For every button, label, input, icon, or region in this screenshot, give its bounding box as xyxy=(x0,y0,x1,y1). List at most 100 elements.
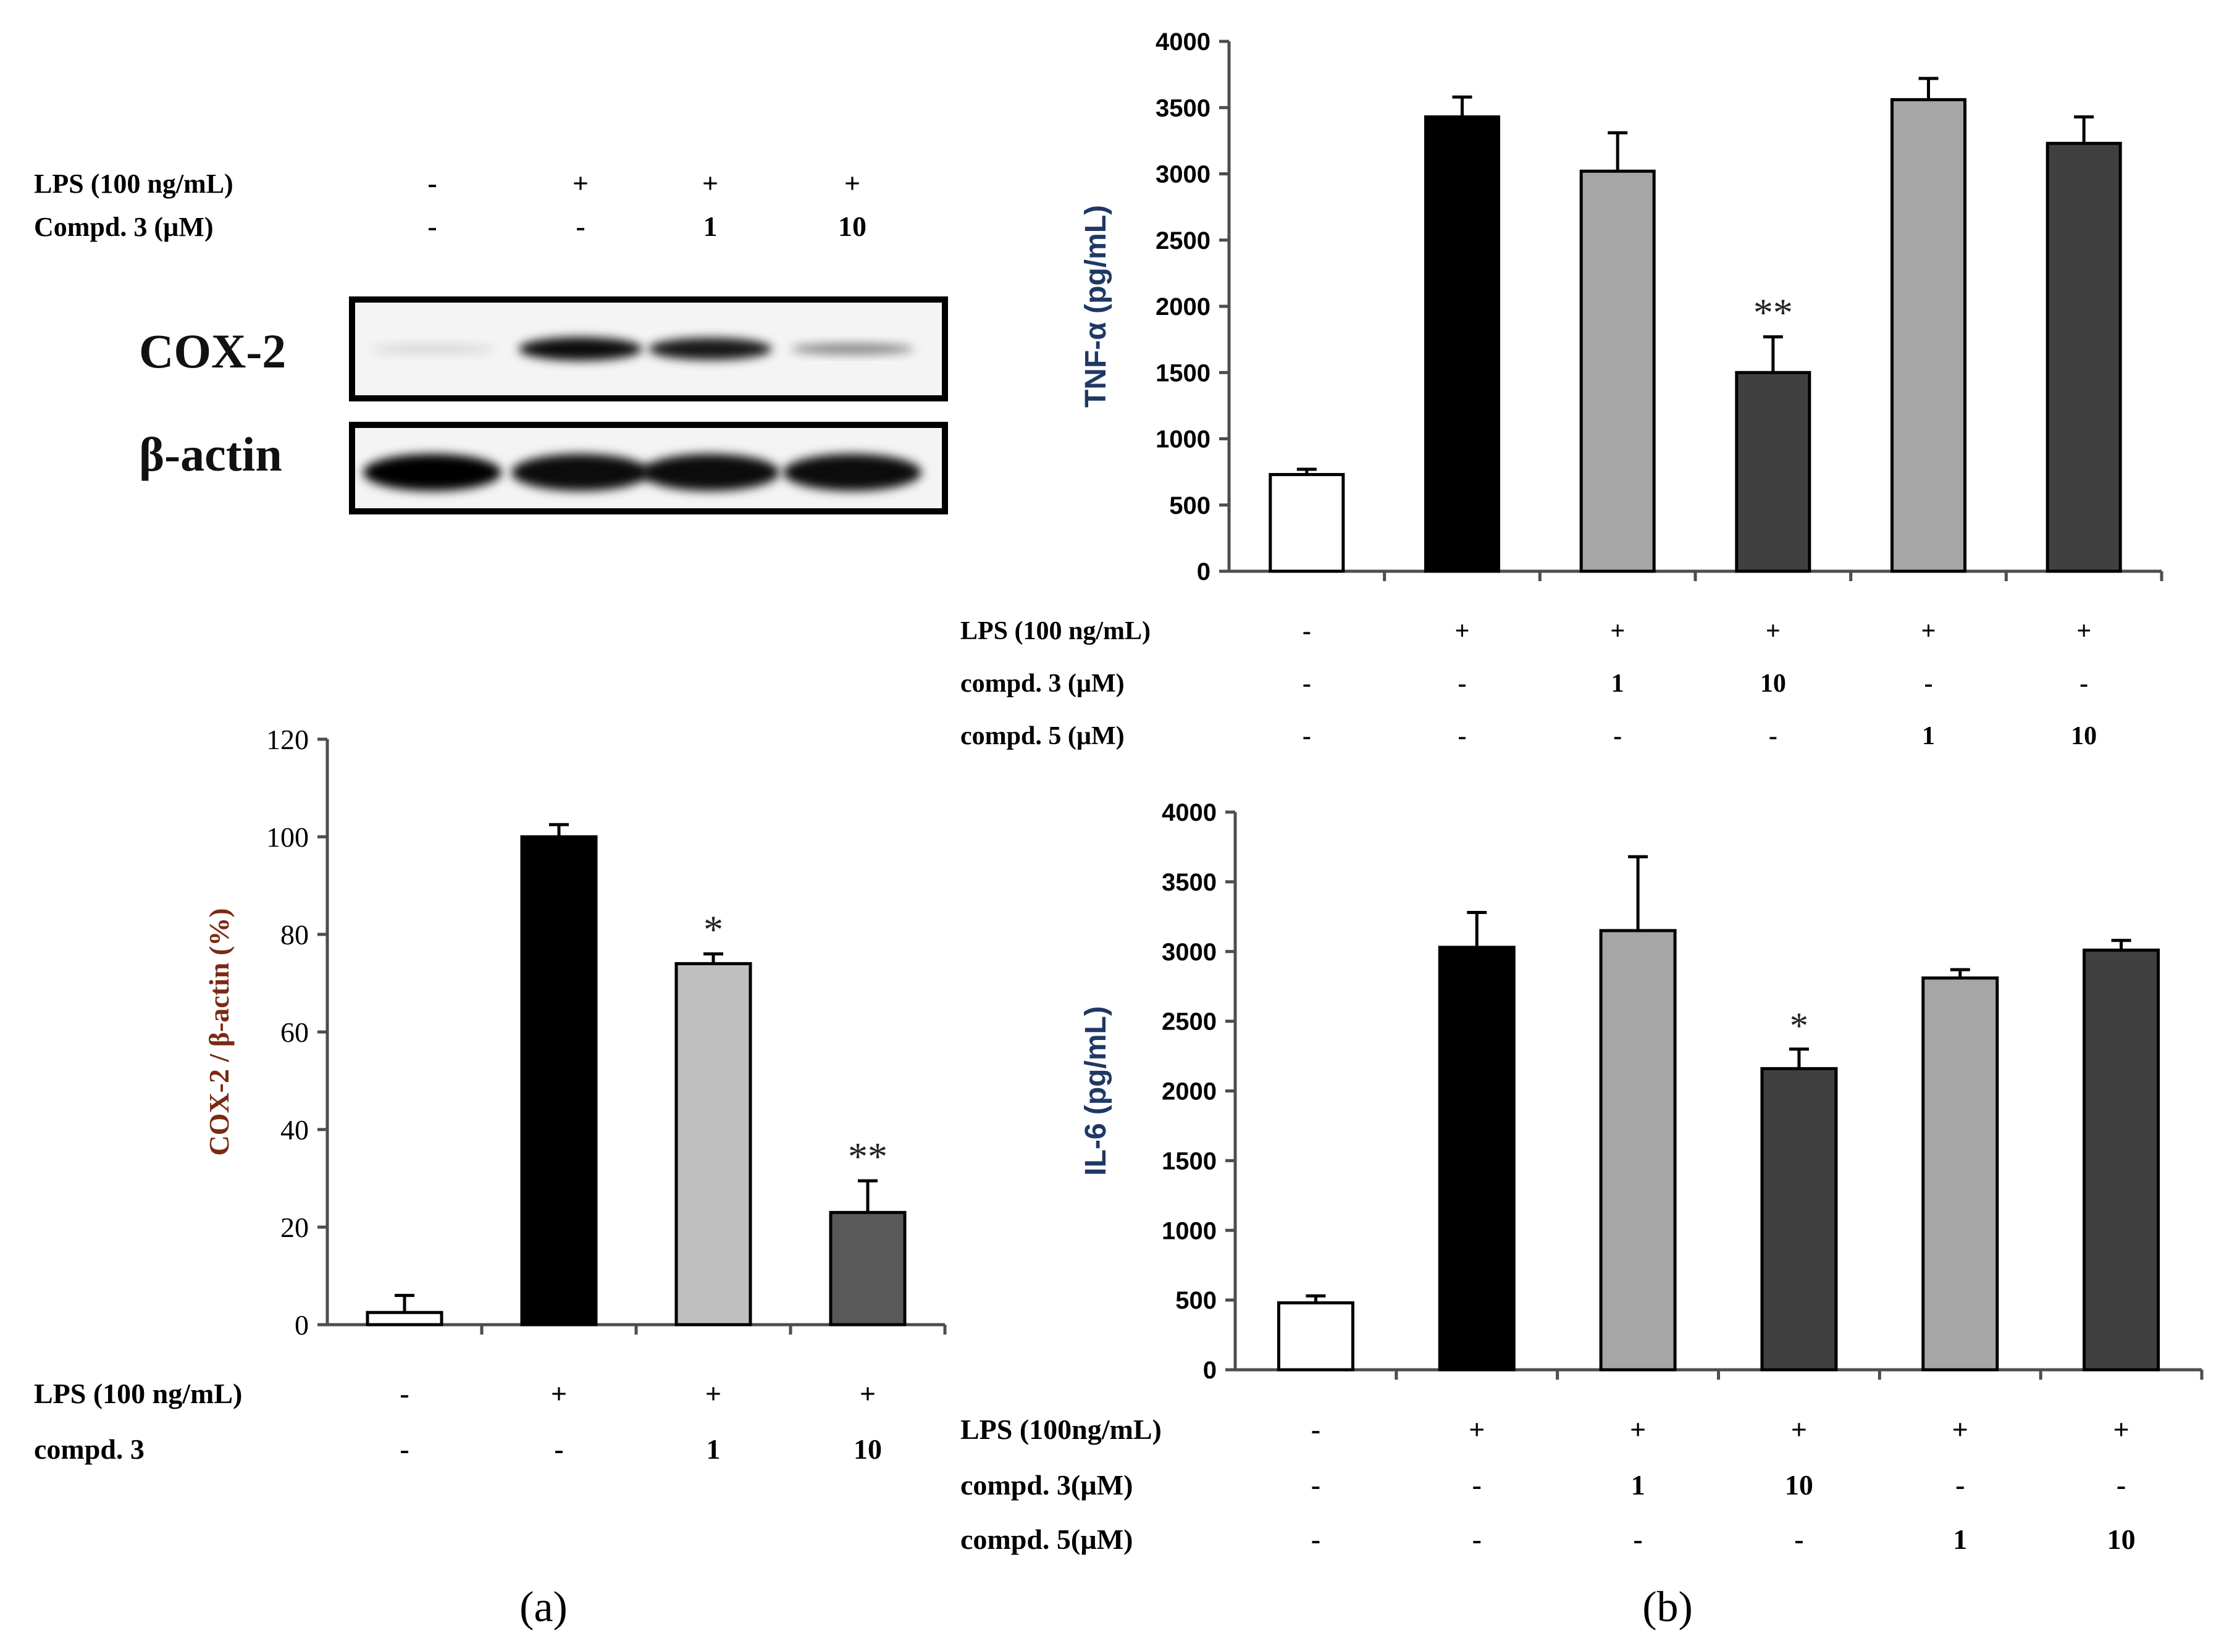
bar xyxy=(1269,472,1345,573)
bar xyxy=(1277,1301,1354,1372)
condition-value: - xyxy=(1303,722,1311,750)
y-tick-label: 1500 xyxy=(1162,1147,1217,1175)
condition-value: + xyxy=(1630,1414,1646,1445)
y-tick-label: 4000 xyxy=(1156,28,1211,56)
condition-value: 1 xyxy=(707,1433,721,1465)
condition-value: - xyxy=(1458,722,1467,750)
actin-band xyxy=(641,454,779,491)
condition-value: - xyxy=(2079,669,2088,698)
conditions-a: LPS (100 ng/mL) - + + + compd. 3 - - 1 10 xyxy=(34,1378,882,1465)
y-tick-label: 120 xyxy=(266,724,309,755)
y-tick-label: 3000 xyxy=(1156,161,1211,188)
condition-value: 10 xyxy=(1760,669,1786,698)
condition-value: - xyxy=(1769,722,1777,750)
y-tick-label: 1000 xyxy=(1162,1217,1217,1244)
actin-band xyxy=(511,454,650,491)
condition-label: LPS (100 ng/mL) xyxy=(34,1378,242,1409)
condition-value: - xyxy=(2117,1469,2126,1501)
bar xyxy=(1890,98,1966,573)
condition-value: + xyxy=(1766,617,1781,645)
bar xyxy=(829,1210,907,1327)
bar xyxy=(2046,141,2122,573)
bar xyxy=(674,962,752,1327)
blot-header-value: - xyxy=(427,211,437,242)
y-tick-label: 60 xyxy=(280,1017,309,1048)
condition-value: + xyxy=(551,1378,567,1409)
blot-header-value: + xyxy=(702,167,718,199)
condition-label: compd. 3 (µM) xyxy=(960,669,1125,698)
significance-mark: * xyxy=(1790,1005,1808,1046)
condition-value: - xyxy=(400,1378,409,1409)
y-tick-label: 2000 xyxy=(1156,293,1211,321)
blot-header-value: 1 xyxy=(703,211,718,242)
condition-value: 1 xyxy=(1611,669,1624,698)
condition-label: compd. 5(µM) xyxy=(960,1524,1133,1555)
bar xyxy=(1424,115,1500,573)
chart-il6: 0 500 1000 1500 2000 2500 3000 3500 4000 * IL-6 (p… xyxy=(1080,799,2204,1384)
bar xyxy=(1735,371,1811,573)
condition-value: + xyxy=(2113,1414,2129,1445)
bar xyxy=(1921,976,1999,1372)
bar xyxy=(2083,948,2160,1372)
condition-value: 10 xyxy=(2107,1524,2136,1555)
condition-value: + xyxy=(2076,617,2091,645)
condition-value: - xyxy=(1303,617,1311,645)
panel-a: LPS (100 ng/mL) - + + + Compd. 3 (µM) - - 1 10 COX… xyxy=(34,167,948,1631)
band-label-actin: β-actin xyxy=(139,427,282,481)
caption-a: (a) xyxy=(519,1583,568,1631)
condition-value: 1 xyxy=(1953,1524,1967,1555)
significance-mark: * xyxy=(703,908,723,952)
condition-value: + xyxy=(1952,1414,1968,1445)
cox2-band xyxy=(791,343,914,354)
bar xyxy=(1579,169,1656,573)
y-tick-label: 40 xyxy=(280,1114,309,1146)
condition-value: + xyxy=(1610,617,1625,645)
bar xyxy=(1760,1067,1838,1372)
condition-label: LPS (100 ng/mL) xyxy=(960,617,1151,645)
bar xyxy=(1599,929,1677,1372)
y-tick-label: 3500 xyxy=(1156,94,1211,122)
condition-label: compd. 5 (µM) xyxy=(960,722,1125,750)
y-tick-label: 20 xyxy=(280,1212,309,1243)
significance-mark: ** xyxy=(848,1134,888,1178)
cox2-band xyxy=(371,344,494,354)
significance-mark: ** xyxy=(1753,290,1793,334)
condition-value: - xyxy=(1311,1469,1320,1501)
condition-value: - xyxy=(1311,1414,1320,1445)
condition-value: - xyxy=(1633,1524,1642,1555)
condition-value: - xyxy=(1472,1469,1482,1501)
bar xyxy=(366,1310,443,1327)
actin-band xyxy=(783,454,921,491)
y-tick-label: 0 xyxy=(1197,558,1211,585)
actin-band xyxy=(363,454,501,491)
blot-header-label: LPS (100 ng/mL) xyxy=(34,169,233,199)
y-tick-label: 2500 xyxy=(1162,1008,1217,1036)
blot-header-label: Compd. 3 (µM) xyxy=(34,212,214,242)
y-axis-label: TNF-α (pg/mL) xyxy=(1080,205,1112,408)
conditions-tnf: LPS (100 ng/mL) - + + + + + compd. 3 (µM) - - 1 10 -… xyxy=(960,617,2097,750)
condition-value: 10 xyxy=(854,1433,882,1465)
y-tick-label: 4000 xyxy=(1162,799,1217,826)
condition-value: + xyxy=(1455,617,1470,645)
y-axis-label: IL-6 (pg/mL) xyxy=(1080,1006,1112,1176)
cox2-band xyxy=(648,338,772,360)
blot-header-value: 10 xyxy=(838,211,867,242)
condition-value: + xyxy=(705,1378,721,1409)
condition-value: - xyxy=(1924,669,1933,698)
y-tick-label: 100 xyxy=(266,821,309,853)
condition-value: - xyxy=(1794,1524,1803,1555)
condition-value: - xyxy=(1472,1524,1482,1555)
condition-value: 10 xyxy=(2071,722,2097,750)
western-blot: LPS (100 ng/mL) - + + + Compd. 3 (µM) - - 1 10 COX… xyxy=(34,167,948,514)
y-tick-label: 0 xyxy=(1203,1357,1217,1384)
y-tick-label: 3000 xyxy=(1162,939,1217,966)
conditions-il6: LPS (100ng/mL) - + + + + + compd. 3(µM) - - 1 10 - - c… xyxy=(960,1414,2136,1555)
y-tick-label: 1000 xyxy=(1156,426,1211,453)
condition-value: - xyxy=(1311,1524,1320,1555)
blot-header-value: - xyxy=(576,211,585,242)
y-axis-label: COX-2 / β-actin (%) xyxy=(203,908,235,1155)
condition-value: - xyxy=(1955,1469,1965,1501)
condition-value: - xyxy=(1303,669,1311,698)
